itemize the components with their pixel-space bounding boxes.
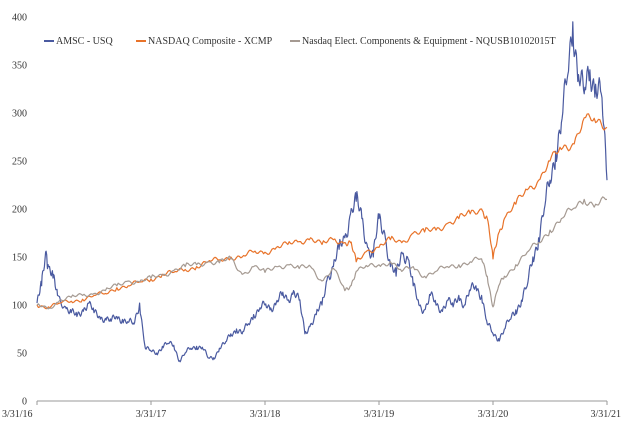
x-axis-ticks: 3/31/16 3/31/17 3/31/18 3/31/19 3/31/20 3/31/… xyxy=(2,401,621,420)
y-tick-label-0: 0 xyxy=(22,397,27,408)
series-line-1 xyxy=(36,113,608,310)
x-tick-label-1: 3/31/17 xyxy=(136,409,167,420)
x-tick-label-3: 3/31/19 xyxy=(364,409,395,420)
y-tick-label-350: 350 xyxy=(12,61,27,72)
x-tick-label-0: 3/31/16 xyxy=(2,409,33,420)
legend: AMSC - USQ NASDAQ Composite - XCMP Nasdaq … xyxy=(44,36,556,47)
y-axis-tick-labels: 0 50 100 150 200 250 300 350 400 xyxy=(12,13,27,408)
y-tick-label-150: 150 xyxy=(12,253,27,264)
y-tick-label-300: 300 xyxy=(12,109,27,120)
legend-label-0: AMSC - USQ xyxy=(56,36,113,47)
y-tick-label-50: 50 xyxy=(17,349,27,360)
y-tick-label-250: 250 xyxy=(12,157,27,168)
y-tick-label-100: 100 xyxy=(12,301,27,312)
series-line-2 xyxy=(36,196,608,310)
y-tick-label-400: 400 xyxy=(12,13,27,24)
x-tick-label-2: 3/31/18 xyxy=(250,409,281,420)
x-tick-label-5: 3/31/21 xyxy=(590,409,621,420)
series-lines xyxy=(36,21,608,363)
legend-label-2: Nasdaq Elect. Components & Equipment - N… xyxy=(302,36,556,47)
y-tick-label-200: 200 xyxy=(12,205,27,216)
legend-label-1: NASDAQ Composite - XCMP xyxy=(148,36,273,47)
series-line-0 xyxy=(36,21,608,363)
x-tick-label-4: 3/31/20 xyxy=(478,409,509,420)
